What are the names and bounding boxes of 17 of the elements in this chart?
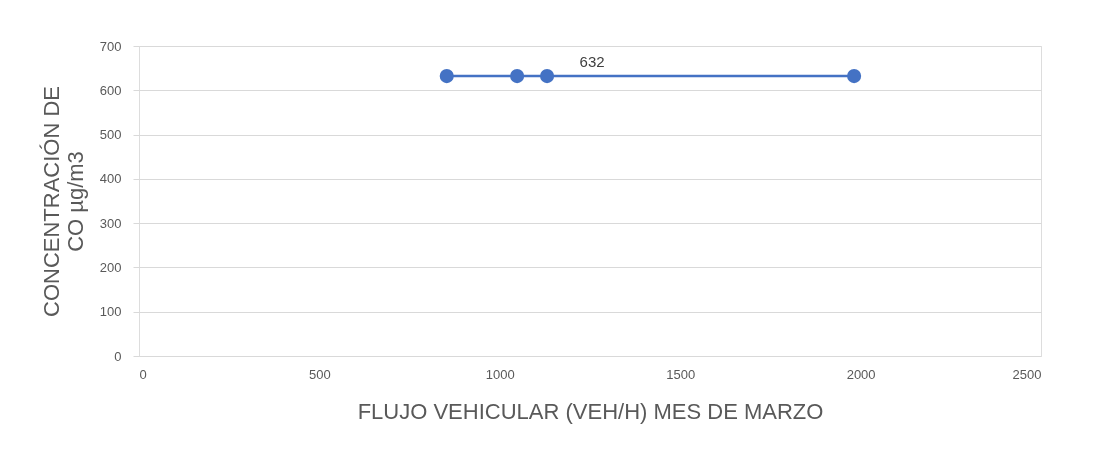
x-tick-label: 1500 [666, 366, 696, 382]
y-tick-label: 400 [99, 171, 122, 187]
y-tick-label: 100 [99, 304, 122, 320]
y-tick-label: 500 [99, 127, 122, 143]
x-tick-label: 2000 [846, 366, 876, 382]
x-axis-title: FLUJO VEHICULAR (VEH/H) MES DE MARZO [357, 398, 824, 424]
y-tick-label: 700 [99, 38, 122, 54]
y-tick-label: 300 [99, 215, 122, 231]
y-tick-label: 0 [114, 348, 122, 364]
y-tick-label: 600 [99, 82, 122, 98]
x-tick-label: 2500 [1012, 366, 1042, 382]
y-tick-label: 200 [99, 259, 122, 275]
y-axis-title: CONCENTRACIÓN DE CO µg/m3 [38, 85, 88, 318]
data-label: 632 [579, 53, 605, 71]
x-tick-label: 500 [309, 366, 331, 382]
x-tick-label: 0 [139, 366, 147, 382]
x-tick-label: 1000 [485, 366, 515, 382]
